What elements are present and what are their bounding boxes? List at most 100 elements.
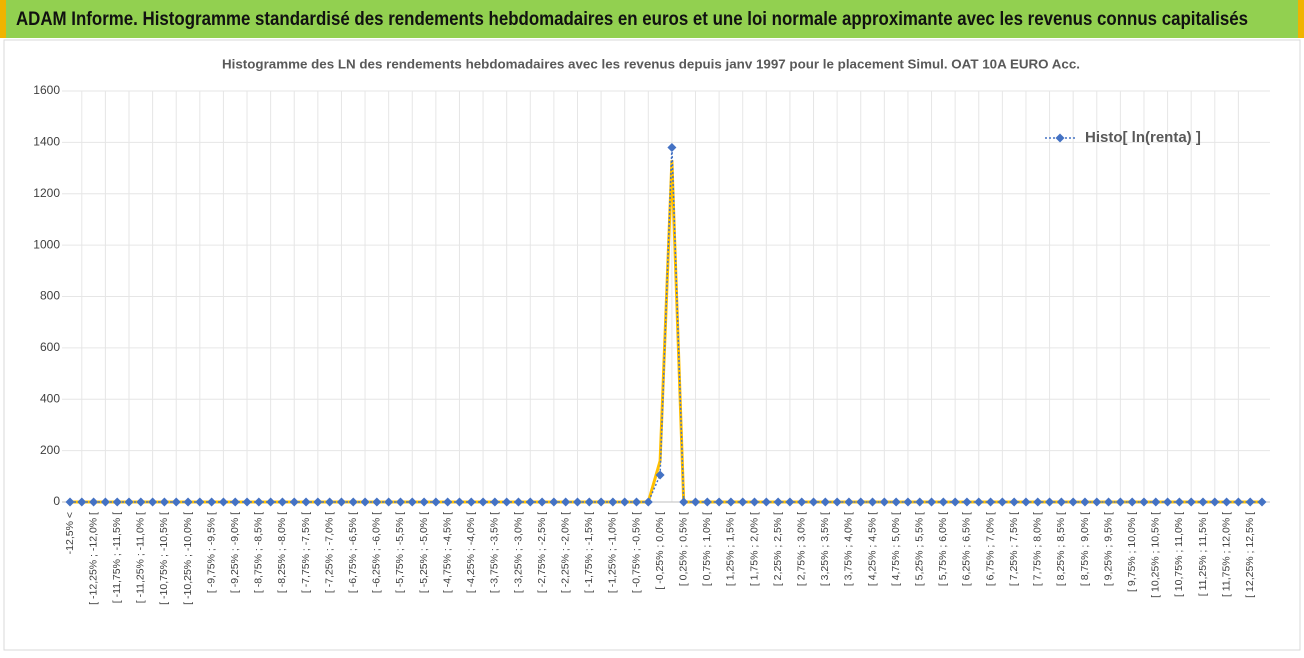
data-point: [183, 497, 193, 507]
data-point: [549, 497, 559, 507]
data-point: [1021, 497, 1031, 507]
data-point: [643, 497, 653, 507]
data-point: [148, 497, 158, 507]
data-point: [1056, 497, 1066, 507]
data-point: [313, 497, 323, 507]
data-point: [891, 497, 901, 507]
data-point: [950, 497, 960, 507]
y-tick-label: 0: [53, 494, 60, 508]
data-point: [136, 497, 146, 507]
x-tick-label: [ -1,25% ; -1,0% [: [607, 512, 619, 593]
x-tick-label: [ 4,25% ; 4,5% [: [866, 512, 878, 586]
x-tick-label: [ -5,25% ; -5,0% [: [418, 512, 430, 593]
data-point: [962, 497, 972, 507]
header-title: ADAM Informe. Histogramme standardisé de…: [16, 9, 1248, 30]
data-point: [655, 470, 665, 480]
data-point: [384, 497, 394, 507]
data-point: [525, 497, 535, 507]
x-tick-label: [ -1,75% ; -1,5% [: [583, 512, 595, 593]
data-point: [1104, 497, 1114, 507]
data-point: [1033, 497, 1043, 507]
data-point: [1257, 497, 1267, 507]
data-point: [927, 497, 937, 507]
data-point: [1210, 497, 1220, 507]
legend-label: Histo[ ln(renta) ]: [1085, 129, 1201, 146]
data-point: [1151, 497, 1161, 507]
data-point: [1163, 497, 1173, 507]
data-point: [289, 497, 299, 507]
data-point: [868, 497, 878, 507]
data-point: [903, 497, 913, 507]
data-point: [974, 497, 984, 507]
x-tick-label: [ 12,25% ; 12,5% [: [1244, 512, 1256, 598]
data-point: [77, 497, 87, 507]
data-point: [301, 497, 311, 507]
data-point: [431, 497, 441, 507]
data-point: [667, 143, 677, 153]
x-tick-label: [ -11,75% ; -11,5% [: [111, 512, 123, 603]
data-point: [631, 497, 641, 507]
data-point: [679, 497, 689, 507]
data-point: [1127, 497, 1137, 507]
data-point: [986, 497, 996, 507]
x-tick-label: [ 8,25% ; 8,5% [: [1055, 512, 1067, 586]
data-point: [89, 497, 99, 507]
data-point: [761, 497, 771, 507]
x-tick-label: [ -4,75% ; -4,5% [: [441, 512, 453, 593]
x-tick-label: [ -2,75% ; -2,5% [: [536, 512, 548, 593]
data-point: [714, 497, 724, 507]
data-point: [1092, 497, 1102, 507]
data-point: [691, 497, 701, 507]
x-tick-label: [ 3,75% ; 4,0% [: [843, 512, 855, 586]
x-tick-label: [ 11,75% ; 12,0% [: [1220, 512, 1232, 597]
y-tick-label: 1000: [33, 237, 60, 251]
data-point: [490, 497, 500, 507]
data-point: [171, 497, 181, 507]
data-point: [407, 497, 417, 507]
data-point: [419, 497, 429, 507]
x-tick-label: [ 7,75% ; 8,0% [: [1032, 512, 1044, 586]
x-tick-label: [ -8,25% ; -8,0% [: [276, 512, 288, 593]
chart-border: [3, 39, 1301, 651]
x-tick-label: [ -10,75% ; -10,5% [: [158, 512, 170, 605]
x-tick-label: [ 9,75% ; 10,0% [: [1126, 512, 1138, 592]
data-point: [1233, 497, 1243, 507]
y-tick-label: 200: [40, 443, 60, 457]
data-point: [750, 497, 760, 507]
data-point: [1068, 497, 1078, 507]
data-point: [100, 497, 110, 507]
data-point: [773, 497, 783, 507]
x-tick-label: [ -3,75% ; -3,5% [: [489, 512, 501, 593]
data-point: [1198, 497, 1208, 507]
x-tick-label: [ 8,75% ; 9,0% [: [1079, 512, 1091, 586]
x-tick-label: [ 10,75% ; 11,0% [: [1173, 512, 1185, 597]
data-point: [372, 497, 382, 507]
data-point: [1115, 497, 1125, 507]
data-point: [159, 497, 169, 507]
data-point: [1080, 497, 1090, 507]
data-point: [809, 497, 819, 507]
header-edge: [0, 0, 6, 38]
x-tick-label: [ 3,25% ; 3,5% [: [819, 512, 831, 586]
x-tick-label: [ 5,25% ; 5,5% [: [914, 512, 926, 586]
x-tick-label: [ 1,25% ; 1,5% [: [725, 512, 737, 586]
x-tick-label: [ -10,25% ; -10,0% [: [182, 512, 194, 605]
y-tick-label: 1400: [33, 135, 60, 149]
x-tick-label: [ 7,25% ; 7,5% [: [1008, 512, 1020, 586]
y-tick-label: 800: [40, 289, 60, 303]
data-point: [242, 497, 252, 507]
data-point: [1222, 497, 1232, 507]
data-point: [832, 497, 842, 507]
data-point: [277, 497, 287, 507]
data-point: [1139, 497, 1149, 507]
data-point: [1009, 497, 1019, 507]
x-tick-label: [ 0,75% ; 1,0% [: [701, 512, 713, 586]
data-point: [726, 497, 736, 507]
x-tick-label: [ 5,75% ; 6,0% [: [937, 512, 949, 586]
x-tick-label: [ -9,75% ; -9,5% [: [205, 512, 217, 593]
x-tick-label: [ -3,25% ; -3,0% [: [512, 512, 524, 593]
data-point: [738, 497, 748, 507]
